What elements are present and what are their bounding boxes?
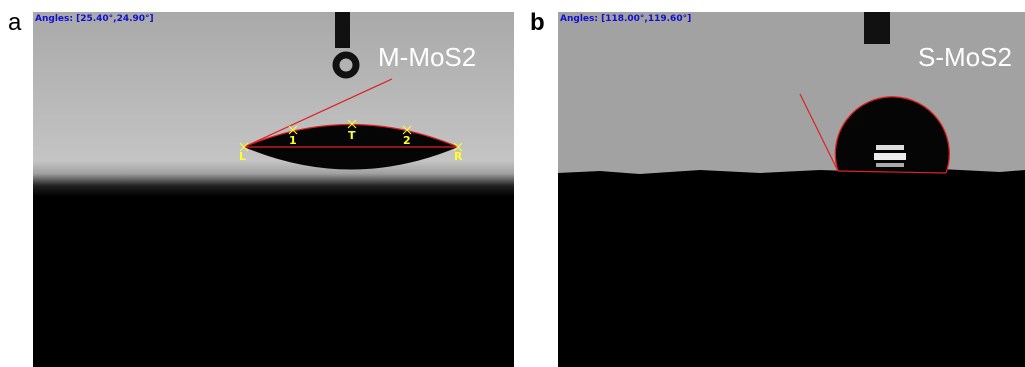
angles-readout: Angles: [118.00°,119.60°] <box>560 14 691 24</box>
panel-a: a L 1 T 2 R Angles: [25.40°,24.90°] M-Mo… <box>8 9 514 367</box>
substrate <box>558 169 1025 367</box>
needle <box>335 12 350 48</box>
marker-label: L <box>239 150 246 163</box>
marker-label: 2 <box>403 134 411 147</box>
panel-b: b Angles: [118.00°,119.60°] S-MoS2 <box>530 9 1025 367</box>
panel-label: b <box>530 9 545 36</box>
marker-label: T <box>348 129 356 142</box>
reflection <box>876 163 904 167</box>
reflection <box>876 145 904 150</box>
marker-label: R <box>454 150 463 163</box>
angles-readout: Angles: [25.40°,24.90°] <box>35 14 154 24</box>
sample-label: S-MoS2 <box>918 42 1012 72</box>
reflection <box>874 153 906 160</box>
panel-label: a <box>8 9 22 36</box>
marker-label: 1 <box>289 134 297 147</box>
needle <box>864 12 890 44</box>
figure: a L 1 T 2 R Angles: [25.40°,24.90°] M-Mo… <box>0 0 1025 367</box>
sample-label: M-MoS2 <box>378 42 476 72</box>
